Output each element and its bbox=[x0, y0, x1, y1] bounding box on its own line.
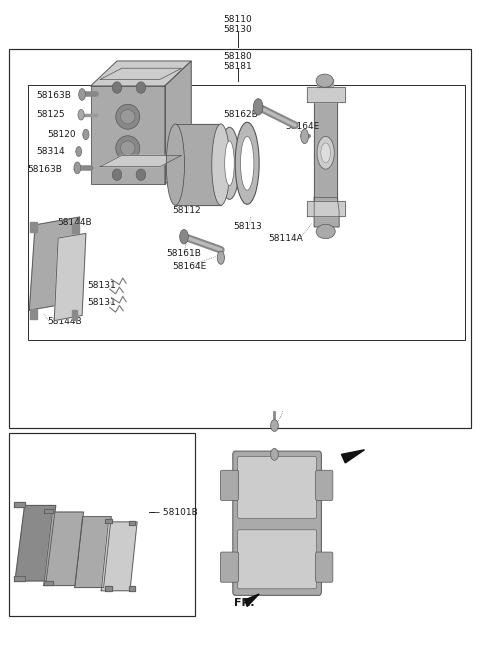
Ellipse shape bbox=[271, 420, 278, 432]
Ellipse shape bbox=[120, 141, 135, 156]
Polygon shape bbox=[15, 505, 56, 581]
Polygon shape bbox=[100, 156, 181, 167]
Ellipse shape bbox=[78, 110, 84, 120]
Text: 58113: 58113 bbox=[234, 221, 263, 231]
Text: 58161B: 58161B bbox=[166, 248, 201, 258]
Polygon shape bbox=[307, 87, 345, 102]
Polygon shape bbox=[165, 61, 191, 184]
Text: 58151B: 58151B bbox=[262, 483, 297, 491]
Text: 58314: 58314 bbox=[36, 147, 65, 156]
Text: 1360GJ: 1360GJ bbox=[283, 462, 316, 470]
Polygon shape bbox=[245, 594, 259, 606]
FancyBboxPatch shape bbox=[316, 470, 333, 501]
Polygon shape bbox=[72, 310, 77, 320]
Bar bbox=[28, 85, 465, 340]
Text: 58120: 58120 bbox=[48, 130, 76, 139]
Ellipse shape bbox=[225, 141, 234, 185]
Polygon shape bbox=[105, 518, 112, 523]
Text: 58112: 58112 bbox=[172, 206, 201, 215]
Ellipse shape bbox=[219, 127, 240, 199]
Text: 58130: 58130 bbox=[223, 25, 252, 34]
Ellipse shape bbox=[116, 136, 140, 161]
Polygon shape bbox=[75, 516, 111, 587]
Text: 58144B: 58144B bbox=[48, 317, 82, 327]
Polygon shape bbox=[44, 509, 53, 513]
Ellipse shape bbox=[301, 129, 309, 144]
FancyBboxPatch shape bbox=[220, 470, 239, 501]
Text: 58163B: 58163B bbox=[36, 91, 72, 100]
Text: 58114A: 58114A bbox=[269, 233, 303, 242]
Ellipse shape bbox=[253, 99, 263, 115]
Text: 58181: 58181 bbox=[223, 62, 252, 71]
Polygon shape bbox=[44, 581, 53, 585]
Text: 58163B: 58163B bbox=[27, 166, 62, 174]
Ellipse shape bbox=[240, 137, 254, 190]
Text: — 58101B: — 58101B bbox=[152, 508, 198, 516]
Ellipse shape bbox=[112, 169, 122, 181]
Ellipse shape bbox=[136, 82, 146, 93]
Ellipse shape bbox=[317, 137, 334, 170]
Bar bbox=[91, 86, 165, 184]
FancyBboxPatch shape bbox=[238, 457, 317, 518]
Ellipse shape bbox=[212, 124, 230, 205]
Polygon shape bbox=[314, 102, 337, 200]
Polygon shape bbox=[101, 522, 137, 591]
FancyBboxPatch shape bbox=[220, 552, 239, 582]
Polygon shape bbox=[129, 520, 135, 525]
Ellipse shape bbox=[116, 104, 140, 129]
Ellipse shape bbox=[316, 74, 333, 87]
Polygon shape bbox=[54, 233, 86, 321]
Polygon shape bbox=[175, 124, 221, 205]
Polygon shape bbox=[29, 217, 80, 310]
Bar bbox=[9, 49, 471, 428]
Ellipse shape bbox=[235, 122, 259, 204]
Polygon shape bbox=[129, 586, 135, 591]
FancyBboxPatch shape bbox=[233, 451, 322, 595]
Polygon shape bbox=[314, 197, 339, 227]
Ellipse shape bbox=[166, 124, 184, 205]
Polygon shape bbox=[317, 79, 333, 87]
Polygon shape bbox=[341, 450, 364, 463]
Text: 58164E: 58164E bbox=[172, 261, 206, 271]
FancyBboxPatch shape bbox=[238, 530, 317, 589]
Ellipse shape bbox=[120, 110, 135, 124]
Polygon shape bbox=[30, 309, 36, 319]
Polygon shape bbox=[72, 223, 79, 233]
FancyBboxPatch shape bbox=[316, 552, 333, 582]
Text: 58164E: 58164E bbox=[286, 122, 320, 131]
Bar bbox=[9, 434, 195, 616]
Ellipse shape bbox=[83, 129, 89, 140]
Ellipse shape bbox=[271, 449, 278, 461]
Polygon shape bbox=[105, 586, 112, 591]
Polygon shape bbox=[14, 502, 24, 507]
Ellipse shape bbox=[316, 224, 335, 238]
Text: 58110: 58110 bbox=[223, 15, 252, 24]
Ellipse shape bbox=[79, 89, 85, 101]
Polygon shape bbox=[100, 68, 181, 79]
Ellipse shape bbox=[180, 229, 188, 244]
Text: 58125: 58125 bbox=[36, 110, 65, 120]
Text: 58180: 58180 bbox=[223, 52, 252, 61]
Text: 58131: 58131 bbox=[87, 298, 116, 307]
Polygon shape bbox=[30, 222, 36, 232]
Text: 58144B: 58144B bbox=[57, 217, 92, 227]
Polygon shape bbox=[14, 576, 24, 581]
Polygon shape bbox=[91, 61, 191, 86]
Text: 58131: 58131 bbox=[87, 281, 116, 290]
Ellipse shape bbox=[217, 251, 225, 264]
Ellipse shape bbox=[76, 147, 82, 156]
Polygon shape bbox=[44, 512, 84, 585]
Text: FR.: FR. bbox=[234, 598, 255, 608]
Polygon shape bbox=[307, 200, 345, 215]
Ellipse shape bbox=[112, 82, 122, 93]
Ellipse shape bbox=[74, 162, 81, 173]
Text: 58162B: 58162B bbox=[223, 110, 258, 120]
Ellipse shape bbox=[136, 169, 146, 181]
Ellipse shape bbox=[321, 143, 330, 163]
